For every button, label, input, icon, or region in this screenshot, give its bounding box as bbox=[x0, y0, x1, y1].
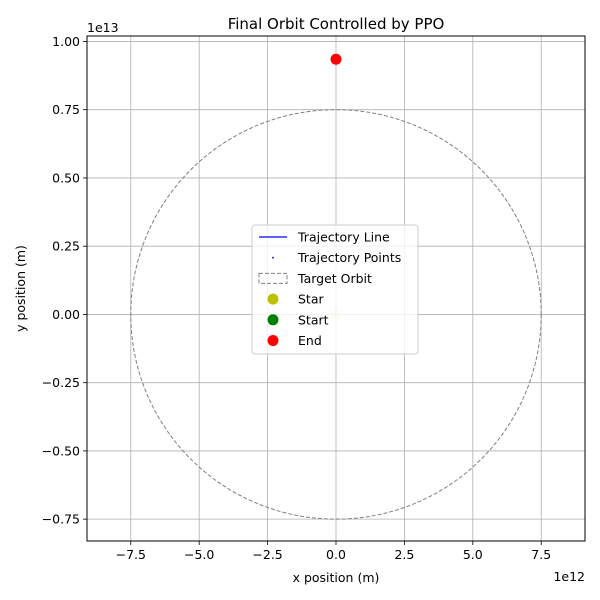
x-tick-label: 0.0 bbox=[326, 547, 346, 562]
legend-handle-dot bbox=[272, 256, 274, 259]
x-axis-label: x position (m) bbox=[293, 570, 380, 585]
y-tick-label: −0.75 bbox=[42, 512, 80, 527]
x-tick-label: 7.5 bbox=[531, 547, 551, 562]
chart-title: Final Orbit Controlled by PPO bbox=[228, 15, 445, 33]
y-tick-label: −0.50 bbox=[42, 443, 80, 458]
legend-box bbox=[251, 224, 419, 355]
legend-handle-box bbox=[258, 272, 288, 284]
target-orbit bbox=[130, 109, 542, 520]
y-axis-label: y position (m) bbox=[13, 245, 28, 332]
legend-label: Target Orbit bbox=[297, 271, 372, 286]
x-tick-label: −7.5 bbox=[116, 547, 146, 562]
legend-handle-marker bbox=[267, 293, 279, 305]
x-tick-label: 5.0 bbox=[463, 547, 483, 562]
x-offset-text: 1e12 bbox=[553, 569, 585, 584]
legend-label: Trajectory Line bbox=[297, 230, 390, 245]
y-tick-label: 0.00 bbox=[52, 307, 80, 322]
y-tick-label: 1.00 bbox=[52, 34, 80, 49]
legend: Trajectory Line Trajectory Points Target O… bbox=[251, 224, 419, 355]
end-marker bbox=[330, 53, 342, 65]
y-offset-text: 1e13 bbox=[87, 20, 119, 35]
y-tick-label: 0.75 bbox=[52, 102, 80, 117]
legend-label: Trajectory Points bbox=[297, 250, 401, 265]
legend-handle-marker bbox=[267, 314, 279, 326]
legend-handle-marker bbox=[267, 335, 279, 346]
legend-label: Start bbox=[298, 312, 329, 327]
y-tick-label: 0.25 bbox=[52, 239, 80, 254]
tick-layer: −7.5 −5.0 −2.5 0.0 2.5 5.0 7.5 −0.75 −0.50 −0.25 0… bbox=[42, 34, 551, 562]
y-tick-label: 0.50 bbox=[52, 170, 80, 185]
x-tick-label: −5.0 bbox=[184, 547, 214, 562]
x-tick-label: −2.5 bbox=[252, 547, 282, 562]
legend-label: Star bbox=[298, 292, 324, 307]
legend-label: End bbox=[298, 333, 322, 348]
y-tick-label: −0.25 bbox=[42, 375, 80, 390]
x-tick-label: 2.5 bbox=[394, 547, 414, 562]
